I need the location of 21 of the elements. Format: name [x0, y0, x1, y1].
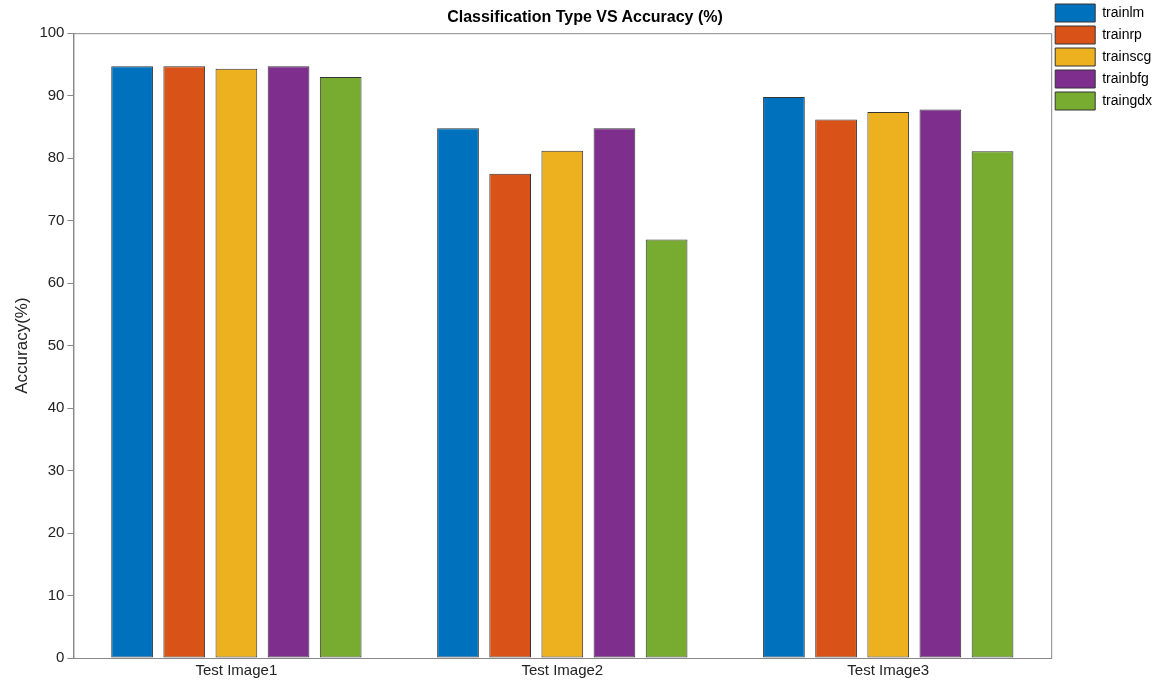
chart-title: Classification Type VS Accuracy (%): [447, 8, 723, 26]
y-tick-label: 60: [47, 273, 65, 291]
legend-label: trainscg: [1102, 47, 1152, 64]
y-tick-label: 20: [47, 523, 65, 541]
y-tick-label: 50: [47, 335, 65, 353]
y-tick-label: 30: [47, 460, 65, 478]
y-tick-label: 10: [47, 585, 65, 603]
x-tick-label: Test Image1: [195, 661, 278, 679]
legend-label: trainrp: [1102, 25, 1143, 42]
legend-label: trainlm: [1102, 3, 1145, 20]
x-tick-label: Test Image2: [521, 661, 604, 679]
y-tick-label: 40: [47, 398, 65, 416]
x-tick-label: Test Image3: [847, 661, 930, 679]
y-tick-label: 90: [47, 85, 65, 103]
y-tick-label: 100: [39, 23, 65, 41]
y-tick-label: 70: [47, 210, 65, 228]
y-tick-label: 80: [47, 148, 65, 166]
y-axis-title: Accuracy(%): [11, 297, 31, 394]
legend-label: trainbfg: [1102, 69, 1149, 86]
legend-label: traingdx: [1102, 91, 1153, 108]
y-tick-label: 0: [56, 648, 65, 666]
